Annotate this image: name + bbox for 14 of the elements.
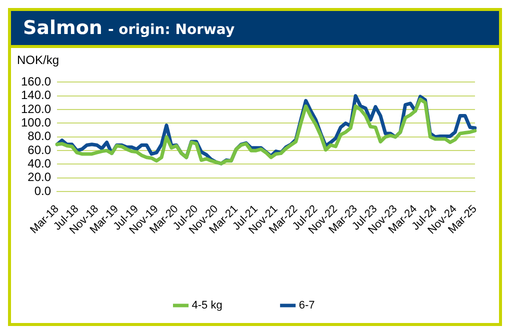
legend-label: 6-7 [298, 300, 315, 312]
y-tick-label: 140.0 [21, 88, 52, 102]
y-tick-label: 20.0 [28, 170, 52, 184]
y-tick-label: 40.0 [28, 156, 52, 171]
y-tick-label: 100.0 [21, 116, 52, 130]
y-tick-label: 60.0 [28, 142, 52, 157]
chart-title: Salmon [23, 17, 102, 39]
chart-subtitle: - origin: Norway [108, 22, 235, 38]
legend-label: 4-5 kg [192, 300, 222, 312]
y-tick-label: 160.0 [21, 74, 52, 89]
y-axis-title: NOK/kg [17, 53, 60, 67]
y-tick-label: 120.0 [21, 102, 52, 116]
y-tick-label: 0.0 [34, 184, 52, 198]
y-tick-label: 80.0 [28, 129, 52, 144]
